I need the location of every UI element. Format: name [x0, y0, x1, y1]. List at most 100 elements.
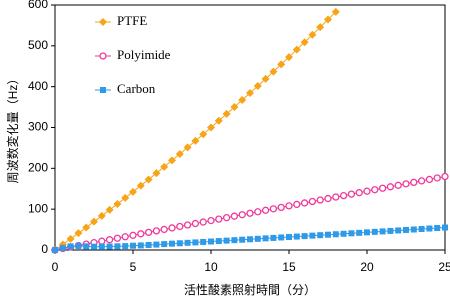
marker [379, 228, 386, 235]
marker [222, 109, 231, 118]
marker [160, 225, 168, 234]
y-tick-label: 200 [28, 161, 48, 175]
marker [262, 235, 269, 242]
marker [324, 194, 332, 203]
marker [144, 175, 153, 184]
marker [168, 224, 176, 232]
marker [261, 206, 270, 214]
y-tick-label: 400 [28, 79, 48, 93]
marker [403, 226, 409, 233]
marker [247, 236, 253, 243]
legend-label: Carbon [117, 81, 156, 96]
x-tick-label: 0 [52, 260, 59, 274]
marker [417, 177, 426, 185]
marker [215, 238, 222, 245]
marker [176, 222, 184, 231]
marker [152, 169, 161, 178]
marker [301, 233, 308, 240]
x-tick-label: 10 [204, 260, 218, 274]
legend-marker [99, 52, 107, 60]
marker [121, 233, 129, 241]
marker [395, 227, 402, 234]
marker [325, 231, 331, 238]
y-tick-label: 300 [28, 120, 48, 134]
marker [348, 230, 355, 237]
legend-label: PTFE [117, 13, 147, 28]
marker [129, 187, 137, 196]
marker [82, 223, 91, 232]
marker [347, 190, 356, 198]
marker [261, 74, 270, 83]
marker [433, 174, 441, 182]
marker [169, 240, 175, 247]
marker [191, 136, 200, 145]
marker [238, 211, 246, 219]
marker [184, 239, 191, 246]
marker [386, 183, 395, 191]
marker [254, 208, 262, 216]
marker [442, 224, 448, 231]
marker [339, 191, 348, 200]
x-tick-label: 5 [130, 260, 137, 274]
marker [410, 226, 417, 233]
marker [254, 235, 261, 242]
marker [199, 218, 207, 226]
y-tick-label: 500 [28, 38, 48, 52]
marker [410, 178, 418, 187]
series-line [54, 11, 337, 251]
marker [356, 229, 363, 236]
marker [230, 103, 239, 112]
marker [308, 30, 317, 39]
marker [317, 232, 324, 239]
marker [52, 247, 58, 253]
legend-label: Polyimide [117, 47, 171, 62]
marker [105, 236, 114, 244]
marker [152, 227, 161, 235]
marker [394, 181, 402, 189]
marker [418, 226, 425, 233]
marker [331, 7, 340, 16]
marker [293, 233, 300, 240]
marker [378, 184, 387, 192]
marker [144, 228, 153, 237]
marker [137, 230, 145, 238]
marker [269, 205, 278, 213]
marker [67, 243, 74, 250]
legend-marker [100, 87, 106, 93]
marker [230, 212, 239, 220]
marker [113, 234, 122, 242]
marker [434, 225, 441, 232]
marker [98, 243, 105, 250]
marker [161, 241, 168, 248]
marker [122, 243, 129, 250]
marker [130, 242, 136, 249]
x-tick-label: 25 [438, 260, 450, 274]
marker [176, 240, 183, 247]
marker [426, 225, 433, 232]
marker [183, 221, 192, 229]
marker [246, 89, 254, 98]
marker [222, 214, 231, 222]
marker [191, 219, 200, 228]
marker [215, 215, 223, 223]
x-tick-label: 20 [360, 260, 374, 274]
x-axis-label: 活性酸素照射時間（分） [184, 282, 316, 297]
y-tick-label: 100 [28, 201, 48, 215]
marker [208, 238, 214, 245]
marker [292, 45, 301, 54]
marker [300, 199, 309, 207]
marker [66, 234, 75, 243]
marker [441, 172, 449, 181]
marker [300, 38, 309, 47]
marker [145, 241, 152, 248]
marker [231, 237, 238, 244]
marker [371, 186, 379, 194]
marker [285, 53, 293, 62]
marker [270, 234, 277, 241]
marker [286, 234, 292, 241]
marker [340, 230, 347, 237]
marker [83, 243, 90, 250]
marker [277, 203, 285, 212]
marker [309, 232, 316, 239]
